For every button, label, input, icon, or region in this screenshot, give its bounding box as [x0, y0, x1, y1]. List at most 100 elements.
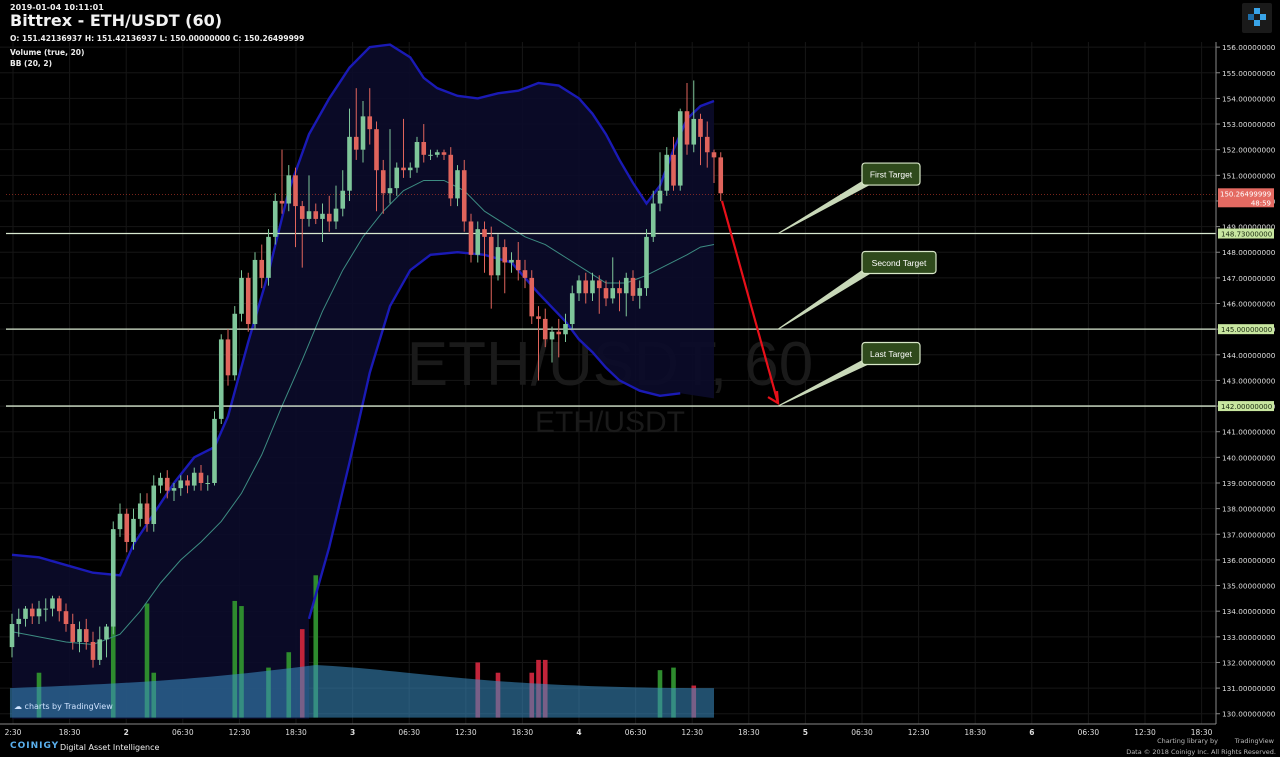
candle-body	[488, 236, 494, 276]
price-tick-label: 152.00000000	[1222, 146, 1276, 155]
price-tick-label: 147.00000000	[1222, 274, 1276, 283]
time-tick-label: 06:30	[172, 728, 194, 737]
price-tick-label: 136.00000000	[1222, 556, 1276, 565]
candle-body	[16, 618, 22, 625]
chart-title: Bittrex - ETH/USDT (60)	[10, 11, 223, 30]
candle-body	[70, 624, 76, 642]
time-tick-label: 06:30	[398, 728, 420, 737]
candle-body	[556, 331, 562, 335]
price-tick-label: 132.00000000	[1222, 658, 1276, 667]
candle-body	[475, 229, 481, 255]
candle-body	[704, 136, 710, 153]
candle-body	[279, 200, 285, 204]
candle-body	[536, 316, 541, 319]
candle-body	[77, 629, 82, 642]
candle-body	[610, 288, 616, 299]
candle-body	[50, 598, 55, 609]
candle-body	[691, 118, 697, 145]
time-tick-label: 12:30	[1134, 728, 1156, 737]
price-tick-label: 140.00000000	[1222, 453, 1276, 462]
bollinger-indicator-label[interactable]: BB (20, 2)	[10, 59, 53, 68]
time-axis[interactable]: 2:30 18:30 2 06:30 12:30 18:30 3 06:30 12:30 18:3…	[0, 723, 1216, 737]
candle-body	[259, 259, 265, 278]
candle-body	[407, 167, 413, 171]
candle-body	[515, 259, 521, 271]
candle-body	[104, 626, 109, 640]
price-tick-label: 148.00000000	[1222, 248, 1276, 257]
candle-body	[468, 221, 474, 255]
candle-body	[596, 280, 602, 289]
target-callout-label[interactable]: Last Target	[870, 349, 913, 359]
candle-body	[448, 154, 454, 199]
price-tick-label: 137.00000000	[1222, 530, 1276, 539]
tradingview-badge[interactable]: ☁ charts by TradingView	[14, 702, 113, 711]
candle-body	[313, 211, 319, 219]
price-tick-label: 141.00000000	[1222, 428, 1276, 437]
candle-body	[461, 170, 467, 222]
time-tick-label: 18:30	[59, 728, 81, 737]
candle-body	[110, 529, 116, 627]
candle-body	[212, 418, 217, 483]
candle-body	[711, 152, 717, 158]
candle-body	[158, 477, 163, 486]
volume-bar	[313, 575, 319, 718]
candle-body	[576, 280, 582, 294]
candle-body	[650, 203, 656, 237]
candle-body	[185, 480, 190, 486]
cloud-icon: ☁	[14, 702, 22, 711]
target-callout-box[interactable]	[861, 250, 937, 275]
current-price-label: 150.26499999	[1220, 190, 1271, 198]
candle-body	[549, 331, 555, 340]
candle-body	[380, 170, 386, 194]
target-callout-label[interactable]: First Target	[870, 170, 913, 180]
target-callout-label[interactable]: Second Target	[872, 258, 927, 268]
price-tick-label: 153.00000000	[1222, 120, 1276, 129]
time-tick-label: 12:30	[229, 728, 251, 737]
time-tick-label: 18:30	[738, 728, 760, 737]
tradingview-credit[interactable]: TradingView	[1234, 737, 1274, 745]
target-callout-box[interactable]	[861, 162, 921, 186]
candle-body	[124, 513, 130, 542]
volume-bar	[239, 606, 244, 718]
badge-label: charts by TradingView	[24, 702, 113, 711]
candle-body	[414, 141, 420, 168]
coinigy-brand[interactable]: COINIGY	[10, 741, 60, 751]
level-price-label: 142.00000000	[1221, 403, 1272, 411]
down-arrow-head	[767, 390, 780, 406]
candle-body	[677, 111, 683, 186]
candle-body	[191, 472, 197, 486]
coinigy-logo-icon[interactable]	[1242, 3, 1272, 33]
candle-body	[522, 270, 528, 278]
candle-body	[630, 277, 636, 296]
candle-body	[117, 513, 123, 530]
candle-body	[509, 259, 514, 263]
candle-body	[698, 118, 703, 137]
candle-body	[171, 488, 177, 491]
target-levels	[6, 193, 1216, 407]
volume-indicator-label[interactable]: Volume (true, 20)	[10, 48, 85, 57]
current-price-tag	[1218, 188, 1274, 208]
candle-body	[455, 170, 460, 199]
candle-body	[90, 641, 96, 660]
candle-body	[441, 152, 447, 155]
level-price-tag	[1218, 228, 1274, 239]
candle-body	[320, 213, 325, 219]
candle-body	[205, 482, 211, 484]
candle-body	[218, 339, 224, 419]
price-axis[interactable]: 130.00000000 131.00000000 132.00000000 133.…	[1215, 0, 1280, 724]
axis-bg	[1216, 0, 1280, 724]
candle-body	[29, 608, 35, 617]
candle-body	[198, 472, 204, 483]
candles	[9, 80, 724, 668]
time-tick-label: 2:30	[5, 728, 22, 737]
volume-bar	[144, 603, 150, 718]
candle-body	[272, 200, 278, 237]
candle-body	[293, 175, 298, 207]
target-callout-box[interactable]	[861, 341, 921, 366]
time-tick-label: 4	[576, 728, 581, 737]
candle-body	[684, 111, 690, 145]
time-tick-label: 06:30	[1078, 728, 1100, 737]
candle-body	[529, 277, 535, 317]
candle-body	[394, 167, 400, 189]
